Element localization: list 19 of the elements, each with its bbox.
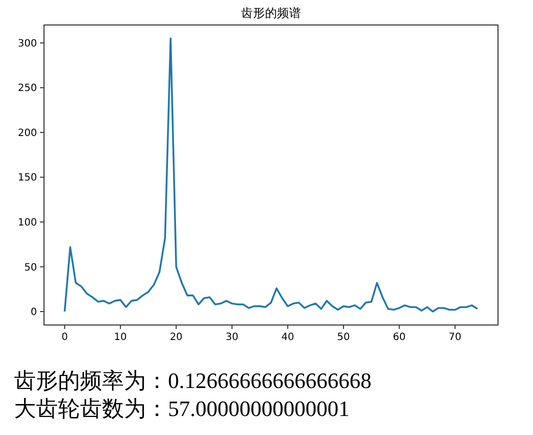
text: 齿形的频率为：0.12666666666666668 <box>14 368 372 393</box>
x-tick-label: 0 <box>61 332 68 343</box>
x-tick-label: 40 <box>281 332 294 343</box>
line-series <box>64 38 478 312</box>
x-tick-label: 20 <box>170 332 183 343</box>
y-tick-label: 100 <box>18 218 37 229</box>
x-tick-label: 70 <box>448 332 462 343</box>
y-tick-label: 150 <box>18 172 37 184</box>
x-tick-label: 30 <box>226 332 238 343</box>
x-tick-label: 10 <box>114 332 127 343</box>
y-tick-label: 300 <box>18 38 37 50</box>
x-tick-label: 50 <box>337 332 350 343</box>
y-tick-label: 250 <box>18 83 37 94</box>
text: 大齿轮齿数为：57.00000000000001 <box>14 396 350 421</box>
y-tick-label: 0 <box>30 307 37 318</box>
y-tick-label: 50 <box>24 262 37 274</box>
y-tick-label: 200 <box>18 128 37 139</box>
x-tick-label: 60 <box>392 332 406 343</box>
chart-title: 齿形的频谱 <box>241 6 301 20</box>
